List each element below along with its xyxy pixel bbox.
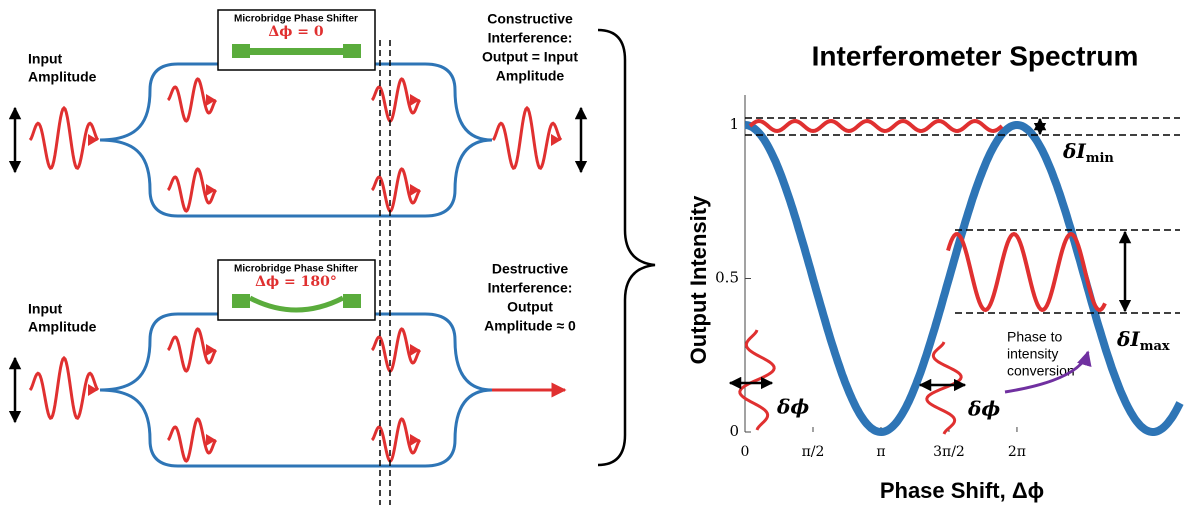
phase-shifter-label: Microbridge Phase Shifter bbox=[234, 264, 358, 275]
wave bbox=[30, 108, 98, 168]
annotation: δImax bbox=[1116, 327, 1170, 354]
waveguide bbox=[100, 64, 492, 216]
wave bbox=[30, 358, 98, 418]
label: Amplitude ≈ 0 bbox=[484, 318, 576, 334]
x-tick-label: 0 bbox=[741, 444, 750, 460]
annotation-main: δI bbox=[1116, 327, 1140, 351]
annotation: δϕ bbox=[967, 397, 1000, 421]
pad bbox=[232, 44, 250, 58]
annotation: δImin bbox=[1062, 139, 1114, 166]
label: Interference: bbox=[488, 280, 573, 296]
label: Input bbox=[28, 301, 63, 317]
pad bbox=[232, 294, 250, 308]
x-tick-label: 3π/2 bbox=[933, 444, 965, 460]
label: Amplitude bbox=[28, 69, 97, 85]
label: Amplitude bbox=[496, 68, 565, 84]
annotation: δϕ bbox=[776, 395, 809, 419]
label: Output bbox=[507, 299, 553, 315]
y-tick-label: 0 bbox=[729, 422, 739, 440]
label: intensity bbox=[1007, 346, 1058, 362]
label: Interference: bbox=[488, 30, 573, 46]
chart-title: Interferometer Spectrum bbox=[812, 40, 1139, 71]
annotation-sub: min bbox=[1086, 151, 1115, 166]
x-tick-label: π/2 bbox=[802, 444, 825, 460]
intensity-ripple bbox=[750, 121, 1002, 131]
x-tick-label: π bbox=[876, 444, 885, 460]
phase-shifter-label: Microbridge Phase Shifter bbox=[234, 14, 358, 25]
label: Output = Input bbox=[482, 49, 578, 65]
pad bbox=[343, 294, 361, 308]
label: Input bbox=[28, 51, 63, 67]
label: Destructive bbox=[492, 261, 568, 277]
y-tick-label: 0.5 bbox=[715, 269, 739, 287]
wave bbox=[493, 108, 561, 168]
annotation-sub: max bbox=[1140, 339, 1170, 354]
label: Constructive bbox=[487, 11, 573, 27]
annotation-main: δI bbox=[1062, 139, 1086, 163]
figure: Microbridge Phase ShifterΔϕ = 0InputAmpl… bbox=[0, 0, 1184, 508]
brace bbox=[598, 30, 655, 465]
microbridge bbox=[250, 48, 343, 55]
label: Amplitude bbox=[28, 319, 97, 335]
label: Phase to bbox=[1007, 329, 1062, 345]
phase-value: Δϕ = 0 bbox=[268, 24, 324, 40]
pad bbox=[343, 44, 361, 58]
wave bbox=[927, 342, 961, 434]
waveguide bbox=[100, 314, 492, 466]
phase-value: Δϕ = 180° bbox=[255, 274, 337, 290]
x-tick-label: 2π bbox=[1008, 444, 1026, 460]
y-tick-label: 1 bbox=[729, 115, 739, 133]
y-axis-label: Output Intensity bbox=[686, 195, 711, 364]
x-axis-label: Phase Shift, Δϕ bbox=[880, 478, 1044, 503]
